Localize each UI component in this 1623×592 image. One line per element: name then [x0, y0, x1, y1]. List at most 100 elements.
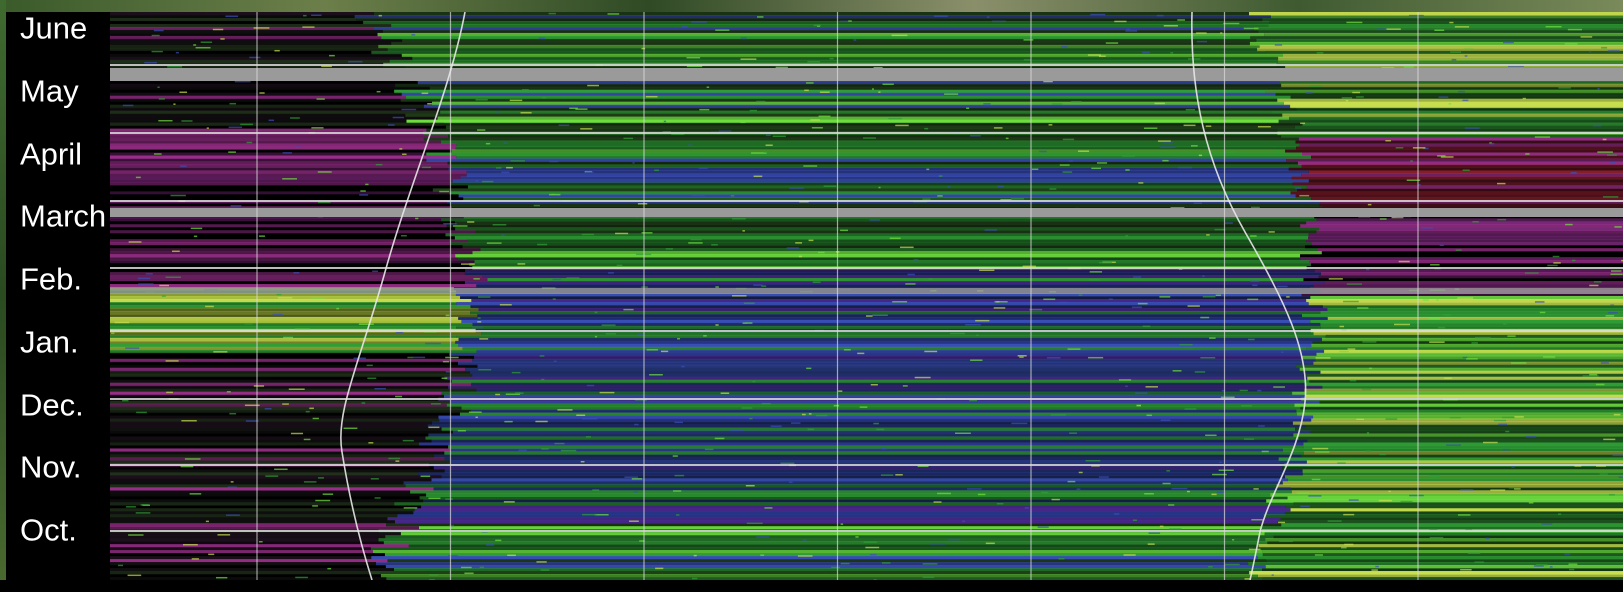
heatmap-speckle: [775, 66, 788, 69]
heatmap-stripe-right: [1258, 29, 1623, 34]
heatmap-speckle: [1450, 51, 1462, 53]
heatmap-stripe-middle: [426, 493, 1271, 497]
heatmap-speckle: [1346, 283, 1362, 285]
heatmap-speckle: [892, 301, 908, 303]
heatmap-stripe-right: [1282, 481, 1623, 485]
heatmap-speckle: [1098, 55, 1106, 57]
heatmap-speckle: [540, 569, 550, 571]
heatmap-speckle: [1438, 96, 1449, 98]
heatmap-plot: [110, 12, 1623, 580]
heatmap-stripe-left: [110, 322, 473, 327]
heatmap-stripe-left: [110, 346, 463, 351]
heatmap-speckle: [453, 225, 468, 227]
heatmap-speckle: [136, 411, 147, 414]
heatmap-stripe-middle: [405, 65, 1286, 70]
heatmap-speckle: [1308, 495, 1322, 497]
heatmap-stripe-left: [110, 358, 473, 363]
heatmap-stripe-right: [1311, 418, 1623, 423]
heatmap-speckle: [1570, 171, 1577, 174]
heatmap-speckle: [1198, 154, 1203, 157]
heatmap-stripe-right: [1289, 116, 1623, 121]
heatmap-stripe-left: [110, 137, 424, 142]
heatmap-speckle: [1460, 489, 1474, 491]
heatmap-speckle: [413, 356, 426, 359]
heatmap-speckle: [1098, 261, 1113, 264]
heatmap-speckle: [1142, 325, 1151, 328]
heatmap-speckle: [1434, 29, 1445, 32]
heatmap-speckle: [492, 223, 507, 226]
heatmap-stripe-middle: [462, 346, 1307, 351]
heatmap-speckle: [780, 462, 795, 465]
heatmap-speckle: [1467, 552, 1481, 554]
heatmap-speckle: [1216, 491, 1226, 493]
heatmap-stripe-middle: [472, 358, 1316, 363]
heatmap-speckle: [1567, 28, 1582, 31]
heatmap-stripe-middle: [452, 179, 1309, 183]
heatmap-speckle: [128, 241, 142, 243]
heatmap-speckle: [813, 24, 821, 27]
heatmap-stripe-right: [1296, 412, 1623, 417]
heatmap-stripe-right: [1278, 59, 1623, 64]
heatmap-speckle: [230, 205, 242, 207]
heatmap-speckle: [445, 314, 450, 317]
heatmap-stripe-middle: [467, 239, 1306, 243]
heatmap-speckle: [400, 234, 407, 237]
heatmap-stripe-right: [1320, 200, 1623, 204]
heatmap-stripe-right: [1305, 424, 1623, 429]
heatmap-speckle: [1507, 65, 1524, 67]
heatmap-speckle: [1241, 405, 1252, 407]
heatmap-speckle: [182, 543, 198, 546]
heatmap-stripe-left: [110, 454, 435, 459]
heatmap-speckle: [674, 421, 684, 424]
heatmap-speckle: [823, 185, 837, 187]
heatmap-speckle: [1395, 147, 1404, 149]
heatmap-speckle: [268, 119, 275, 122]
heatmap-stripe-middle: [455, 227, 1320, 231]
heatmap-speckle: [482, 180, 494, 183]
heatmap-stripe-left: [110, 331, 482, 336]
heatmap-speckle: [1087, 54, 1102, 56]
heatmap-speckle: [1362, 341, 1377, 343]
heatmap-speckle: [282, 152, 292, 154]
heatmap-stripe-left: [110, 574, 381, 578]
heatmap-speckle: [1602, 196, 1619, 198]
heatmap-speckle: [1367, 203, 1372, 206]
heatmap-speckle: [859, 406, 868, 408]
heatmap-stripe-left: [110, 343, 459, 348]
heatmap-stripe-left: [110, 508, 415, 512]
heatmap-speckle: [1420, 227, 1434, 229]
heatmap-stripe-right: [1269, 20, 1623, 25]
heatmap-stripe-middle: [467, 185, 1307, 189]
heatmap-speckle: [274, 468, 288, 471]
heatmap-speckle: [464, 572, 474, 575]
heatmap-stripe-middle: [433, 487, 1291, 491]
heatmap-stripe-middle: [393, 568, 1263, 572]
heatmap-stripe-right: [1302, 472, 1623, 476]
heatmap-speckle: [922, 198, 931, 200]
heatmap-speckle: [871, 88, 874, 90]
heatmap-stripe-left: [110, 161, 448, 166]
gray-band-march: [110, 208, 1623, 217]
heatmap-stripe-middle: [371, 50, 1266, 55]
heatmap-stripe-left: [110, 541, 384, 545]
heatmap-speckle: [1089, 279, 1100, 281]
heatmap-stripe-right: [1293, 502, 1623, 506]
heatmap-stripe-right: [1308, 233, 1623, 237]
heatmap-speckle: [205, 305, 214, 308]
heatmap-speckle: [802, 539, 807, 541]
heatmap-stripe-left: [110, 128, 427, 133]
top-photo-strip: [0, 0, 1623, 12]
heatmap-speckle: [1507, 538, 1513, 540]
heatmap-stripe-right: [1306, 373, 1623, 378]
heatmap-stripe-middle: [456, 155, 1312, 160]
heatmap-speckle: [585, 436, 591, 438]
heatmap-stripe-left: [110, 394, 444, 399]
heatmap-stripe-middle: [461, 319, 1311, 324]
heatmap-speckle: [687, 144, 693, 147]
heatmap-stripe-right: [1282, 113, 1623, 118]
heatmap-speckle: [1430, 264, 1440, 266]
heatmap-stripe-left: [110, 284, 477, 288]
heatmap-speckle: [1125, 30, 1138, 32]
heatmap-speckle: [1596, 465, 1606, 467]
heatmap-speckle: [1600, 362, 1609, 364]
